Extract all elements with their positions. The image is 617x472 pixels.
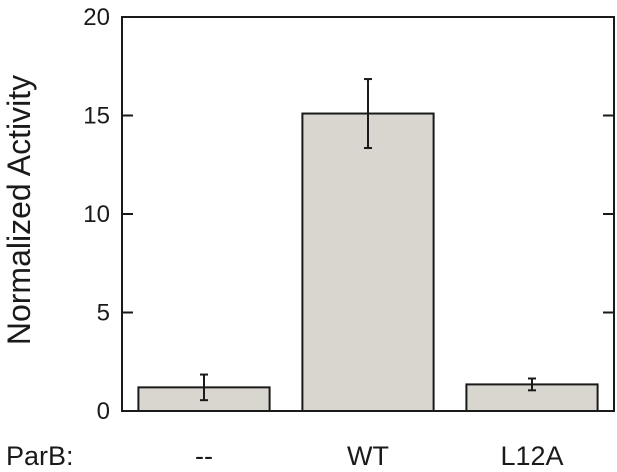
bar-2 <box>301 112 435 412</box>
y-tick-label: 20 <box>83 4 110 31</box>
x-axis-label: ParB: <box>6 441 74 471</box>
error-bars <box>200 78 536 402</box>
y-tick-label: 10 <box>83 201 110 228</box>
y-axis-ticks: 0 5 10 15 20 <box>83 4 614 425</box>
x-category-label: WT <box>347 441 389 471</box>
bars <box>137 112 599 412</box>
y-tick-label: 15 <box>83 103 110 130</box>
y-tick-label: 5 <box>97 300 110 327</box>
x-category-label: L12A <box>500 441 563 471</box>
x-category-label: -- <box>195 441 213 471</box>
y-tick-label: 0 <box>97 398 110 425</box>
y-axis-label: Normalized Activity <box>1 75 37 345</box>
x-axis-category-labels: -- WT L12A <box>195 441 564 471</box>
